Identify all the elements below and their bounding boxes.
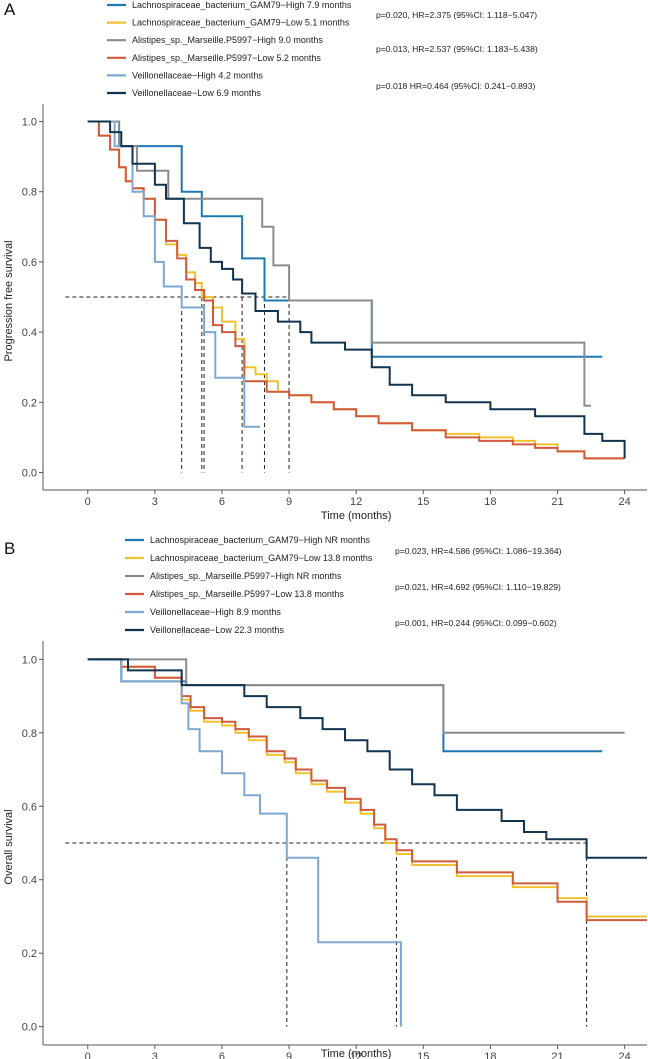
legend-b-label-lachno-low: Lachnospiraceae_bacterium_GAM79−Low 13.8… bbox=[150, 553, 373, 563]
y-tick-label-a: 0.2 bbox=[22, 397, 37, 409]
panel-letter-a: A bbox=[4, 0, 16, 19]
x-tick-label-a: 18 bbox=[484, 496, 496, 508]
legend-a-label-veillo-low: Veillonellaceae−Low 6.9 months bbox=[132, 88, 261, 98]
y-tick-label-b: 0.6 bbox=[22, 801, 37, 813]
x-tick-label-a: 6 bbox=[219, 496, 225, 508]
stat-a-lachno: p=0.020, HR=2.375 (95%CI: 1.118−5.047) bbox=[376, 10, 537, 20]
legend-a: Lachnospiraceae_bacterium_GAM79−High 7.9… bbox=[107, 0, 352, 98]
y-tick-label-a: 0.0 bbox=[22, 467, 37, 479]
y-tick-label-b: 0.8 bbox=[22, 728, 37, 740]
x-tick-label-b: 6 bbox=[219, 1051, 225, 1059]
x-tick-label-a: 21 bbox=[551, 496, 563, 508]
y-tick-label-b: 0.0 bbox=[22, 1022, 37, 1034]
x-tick-label-b: 12 bbox=[350, 1051, 362, 1059]
stat-a-alistipes: p=0.013, HR=2.537 (95%CI: 1.183−5.438) bbox=[376, 44, 538, 54]
x-tick-label-b: 9 bbox=[286, 1051, 292, 1059]
curve-a-lachno-high bbox=[87, 120, 603, 358]
x-tick-label-b: 3 bbox=[152, 1051, 158, 1059]
legend-b: Lachnospiraceae_bacterium_GAM79−High NR … bbox=[125, 535, 373, 635]
y-axis-title-b: Overall survival bbox=[3, 809, 15, 884]
curve-a-veillo-low bbox=[87, 120, 626, 459]
legend-a-label-lachno-high: Lachnospiraceae_bacterium_GAM79−High 7.9… bbox=[132, 0, 352, 10]
x-tick-label-a: 24 bbox=[619, 496, 631, 508]
y-tick-label-a: 0.8 bbox=[22, 187, 37, 199]
y-tick-label-b: 0.4 bbox=[22, 875, 37, 887]
legend-a-label-alistipes-high: Alistipes_sp._Marseille.P5997−High 9.0 m… bbox=[132, 35, 323, 45]
legend-b-label-veillo-low: Veillonellaceae−Low 22.3 months bbox=[150, 625, 284, 635]
x-tick-label-a: 9 bbox=[286, 496, 292, 508]
plot-a-pfs: 0.0 0.2 0.4 0.6 0.8 1.0 0 3 6 9 12 15 18 21 24 Time (mo… bbox=[3, 104, 647, 522]
legend-a-label-veillo-high: Veillonellaceae−High 4.2 months bbox=[132, 70, 263, 80]
curve-a-veillo-high bbox=[87, 120, 260, 428]
curve-b-lachno-low bbox=[87, 658, 647, 918]
x-tick-label-b: 24 bbox=[619, 1051, 631, 1059]
legend-b-label-lachno-high: Lachnospiraceae_bacterium_GAM79−High NR … bbox=[150, 535, 370, 545]
x-tick-label-a: 3 bbox=[152, 496, 158, 508]
x-tick-label-b: 18 bbox=[484, 1051, 496, 1059]
y-tick-label-b: 0.2 bbox=[22, 948, 37, 960]
x-tick-label-a: 0 bbox=[85, 496, 91, 508]
curve-a-alistipes-high bbox=[87, 120, 592, 407]
legend-b-label-veillo-high: Veillonellaceae−High 8.9 months bbox=[150, 607, 281, 617]
y-tick-label-a: 0.4 bbox=[22, 327, 37, 339]
stats-b: p=0.023, HR=4.586 (95%CI: 1.086−19.364) … bbox=[395, 546, 562, 628]
x-tick-label-b: 21 bbox=[551, 1051, 563, 1059]
y-tick-label-b: 1.0 bbox=[22, 654, 37, 666]
legend-b-label-alistipes-low: Alistipes_sp._Marseille.P5997−Low 13.8 m… bbox=[150, 589, 344, 599]
plot-b-os: 0.0 0.2 0.4 0.6 0.8 1.0 0 3 6 9 12 15 18 21 24 Time (mo… bbox=[3, 641, 647, 1059]
stat-a-veillo: p=0.018 HR=0.464 (95%CI: 0.241−0.893) bbox=[376, 81, 535, 91]
y-tick-label-a: 1.0 bbox=[22, 117, 37, 129]
legend-a-label-alistipes-low: Alistipes_sp._Marseille.P5997−Low 5.2 mo… bbox=[132, 53, 321, 63]
y-axis-title-a: Progression free survival bbox=[3, 240, 15, 361]
x-axis-title-b: Time (months) bbox=[321, 1048, 392, 1059]
x-axis-title-a: Time (months) bbox=[321, 510, 392, 522]
legend-a-label-lachno-low: Lachnospiraceae_bacterium_GAM79−Low 5.1 … bbox=[132, 18, 350, 28]
stat-b-alistipes: p=0.021, HR=4.692 (95%CI: 1.110−19.829) bbox=[395, 582, 561, 592]
stats-a: p=0.020, HR=2.375 (95%CI: 1.118−5.047) p… bbox=[376, 10, 538, 91]
curve-b-veillo-low bbox=[87, 658, 647, 859]
stat-b-veillo: p=0.001, HR=0.244 (95%CI: 0.099−0.602) bbox=[395, 618, 557, 628]
panel-letter-b: B bbox=[4, 539, 15, 558]
x-tick-label-b: 15 bbox=[417, 1051, 429, 1059]
x-tick-label-b: 0 bbox=[85, 1051, 91, 1059]
y-tick-label-a: 0.6 bbox=[22, 257, 37, 269]
x-tick-label-a: 15 bbox=[417, 496, 429, 508]
curve-b-veillo-high bbox=[87, 658, 402, 1027]
stat-b-lachno: p=0.023, HR=4.586 (95%CI: 1.086−19.364) bbox=[395, 546, 562, 556]
curve-b-alistipes-low bbox=[87, 658, 647, 922]
legend-b-label-alistipes-high: Alistipes_sp._Marseille.P5997−High NR mo… bbox=[150, 571, 342, 581]
x-tick-label-a: 12 bbox=[350, 496, 362, 508]
